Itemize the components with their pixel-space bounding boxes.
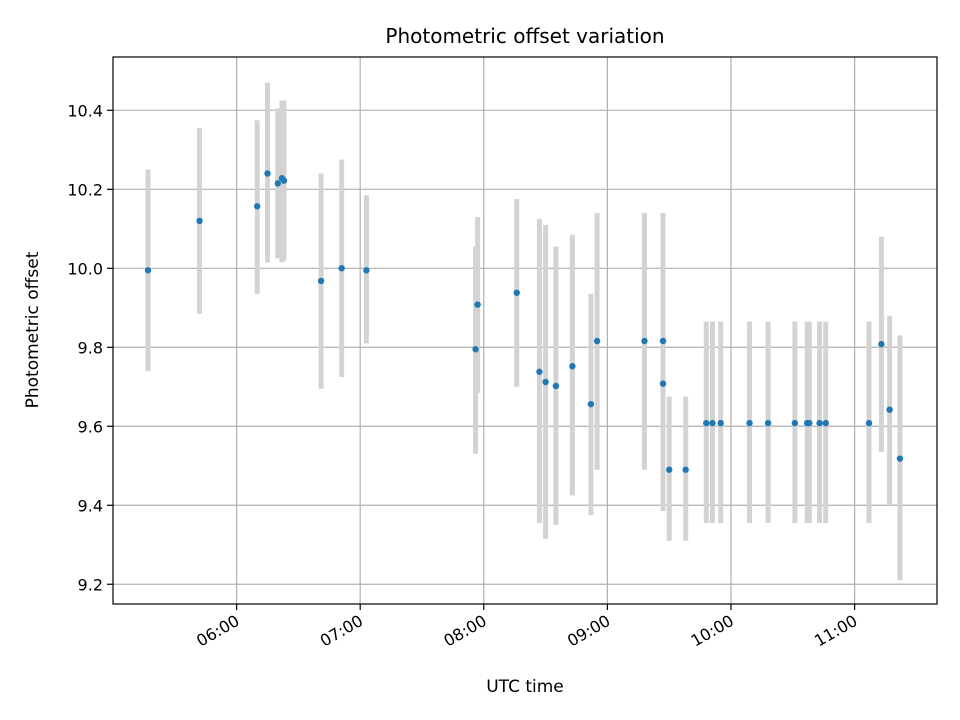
x-tick-label: 07:00 [317, 611, 366, 651]
data-point [569, 363, 576, 370]
y-tick-label: 9.4 [78, 496, 103, 515]
data-point [865, 419, 873, 427]
chart-title: Photometric offset variation [385, 24, 664, 48]
data-point [593, 337, 601, 345]
data-point [717, 419, 724, 427]
data-point [542, 378, 549, 386]
y-tick-label: 9.6 [78, 417, 103, 436]
data-point [746, 419, 753, 427]
y-tick-label: 9.8 [78, 338, 103, 357]
data-point [274, 180, 281, 187]
data-point [816, 419, 823, 427]
data-point [196, 217, 203, 225]
grid [113, 57, 937, 604]
y-tick-label: 10.2 [67, 180, 103, 199]
x-tick-label: 08:00 [440, 611, 489, 651]
data-point [806, 419, 813, 427]
data-point [641, 337, 648, 345]
data-point [264, 170, 271, 177]
x-tick-label: 06:00 [193, 611, 242, 651]
x-axis-ticks: 06:00 07:00 08:00 09:00 10:00 11:00 [193, 604, 861, 651]
y-axis-label: Photometric offset [23, 251, 43, 408]
y-axis-ticks: 9.2 9.4 9.6 9.8 10.0 10.2 10.4 [67, 101, 113, 594]
data-point [703, 419, 710, 427]
data-point [536, 368, 543, 375]
data-point [144, 267, 152, 274]
data-point [791, 419, 799, 427]
x-tick-label: 09:00 [564, 611, 613, 651]
data-point [886, 406, 893, 413]
data-point [587, 400, 595, 408]
y-tick-label: 10.4 [67, 101, 103, 120]
data-point [280, 177, 288, 184]
x-tick-label: 10:00 [688, 611, 737, 651]
data-point [474, 301, 481, 308]
data-point [472, 346, 479, 353]
data-point [896, 455, 904, 462]
data-point [254, 203, 261, 210]
data-point [363, 267, 370, 274]
x-tick-label: 11:00 [811, 611, 860, 651]
data-points [144, 170, 904, 473]
data-point [659, 337, 667, 345]
data-point [317, 277, 325, 285]
data-point [682, 466, 689, 473]
data-point [822, 419, 829, 427]
data-point [659, 380, 667, 387]
data-point [878, 340, 885, 348]
data-point [513, 289, 520, 296]
y-tick-label: 9.2 [78, 575, 103, 594]
x-axis-label: UTC time [486, 677, 564, 697]
y-tick-label: 10.0 [67, 259, 103, 278]
data-point [709, 419, 716, 427]
data-point [764, 419, 772, 427]
data-point [666, 466, 673, 473]
plot-frame [112, 56, 938, 605]
data-point [552, 382, 560, 390]
data-point [338, 265, 345, 272]
